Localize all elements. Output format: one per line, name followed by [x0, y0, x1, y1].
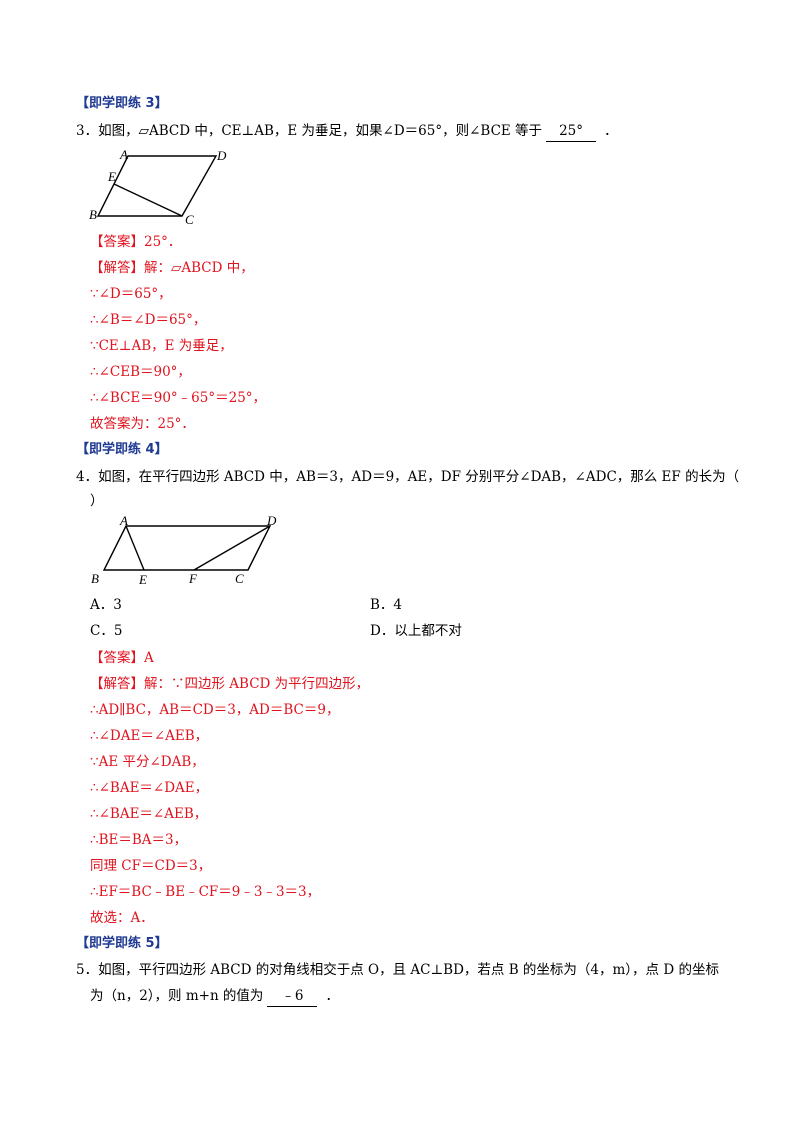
label-a: A [119, 147, 128, 162]
section3-solution-line-7: 故答案为：25°． [90, 416, 195, 432]
label-e: E [138, 572, 147, 587]
option-c: C．5 [90, 623, 123, 639]
parallelogram-abcd [96, 155, 218, 217]
section4-solution-line-8: 同理 CF＝CD＝3， [90, 858, 212, 874]
label-e: E [107, 169, 116, 184]
section5-question-text: 为（n，2），则 m+n 的值为 [90, 988, 264, 1004]
section3-question: 3．如图，▱ABCD 中，CE⊥AB，E 为垂足，如果∠D＝65°，则∠BCE … [76, 121, 618, 142]
section3-solution-line-4: ∵CE⊥AB，E 为垂足， [90, 338, 233, 354]
section4-solution-line-3: ∴∠DAE＝∠AEB， [90, 728, 209, 744]
section3-solution-line-3: ∴∠B＝∠D＝65°， [90, 312, 207, 328]
section5-question-line-1: 5．如图，平行四边形 ABCD 的对角线相交于点 O，且 AC⊥BD，若点 B … [76, 962, 719, 978]
section3-answer-blank: 25° [546, 121, 597, 142]
section5-header: 【即学即练 5】 [76, 936, 168, 951]
label-c: C [235, 571, 244, 586]
section4-solution-line-9: ∴EF＝BC﹣BE﹣CF＝9﹣3﹣3＝3， [90, 884, 321, 900]
section4-figure: A D B E F C [91, 513, 277, 587]
section3-question-text: 3．如图，▱ABCD 中，CE⊥AB，E 为垂足，如果∠D＝65°，则∠BCE … [76, 123, 543, 139]
segment-df [193, 525, 271, 571]
section3-solution-line-2: ∵∠D＝65°， [90, 286, 172, 302]
segment-ce [113, 183, 183, 217]
section4-solution-line-10: 故选：A． [90, 910, 154, 926]
section4-solution-line-7: ∴BE＝BA＝3， [90, 832, 188, 848]
label-a: A [119, 513, 128, 528]
section3-solution-line-6: ∴∠BCE＝90°﹣65°＝25°， [90, 390, 267, 406]
section3-header: 【即学即练 3】 [76, 96, 168, 111]
section4-solution-line-4: ∵AE 平分∠DAB， [90, 754, 205, 770]
section5-question-end: ． [325, 988, 339, 1004]
option-a: A．3 [90, 597, 122, 613]
section5-question-line-2: 为（n，2），则 m+n 的值为 ﹣6 ． [90, 986, 339, 1007]
section4-solution-line-1: 【解答】解：∵四边形 ABCD 为平行四边形， [90, 676, 370, 692]
section3-solution-line-5: ∴∠CEB＝90°， [90, 364, 191, 380]
label-b: B [89, 207, 97, 222]
label-b: B [91, 571, 99, 586]
section4-solution-line-2: ∴AD∥BC，AB＝CD＝3，AD＝BC＝9， [90, 702, 340, 718]
section4-question-line-2: ） [90, 493, 104, 509]
option-d: D．以上都不对 [370, 623, 462, 639]
label-f: F [188, 571, 198, 586]
parallelogram-abcd [102, 525, 272, 571]
label-d: D [216, 148, 227, 163]
section4-solution-line-5: ∴∠BAE＝∠DAE， [90, 780, 209, 796]
section3-question-end: ． [604, 123, 618, 139]
section3-answer: 【答案】25°． [90, 234, 182, 250]
section4-header: 【即学即练 4】 [76, 442, 168, 457]
section4-question-line-1: 4．如图，在平行四边形 ABCD 中，AB＝3，AD＝9，AE，DF 分别平分∠… [76, 469, 740, 485]
label-d: D [266, 513, 277, 528]
label-c: C [185, 212, 194, 227]
section3-solution-line-1: 【解答】解：▱ABCD 中， [90, 260, 254, 276]
section4-answer: 【答案】A [90, 650, 154, 666]
section4-solution-line-6: ∴∠BAE＝∠AEB， [90, 806, 208, 822]
segment-ae [125, 525, 145, 571]
section5-answer-blank: ﹣6 [267, 986, 318, 1007]
section3-figure: A D E B C [89, 147, 227, 227]
option-b: B．4 [370, 597, 403, 613]
